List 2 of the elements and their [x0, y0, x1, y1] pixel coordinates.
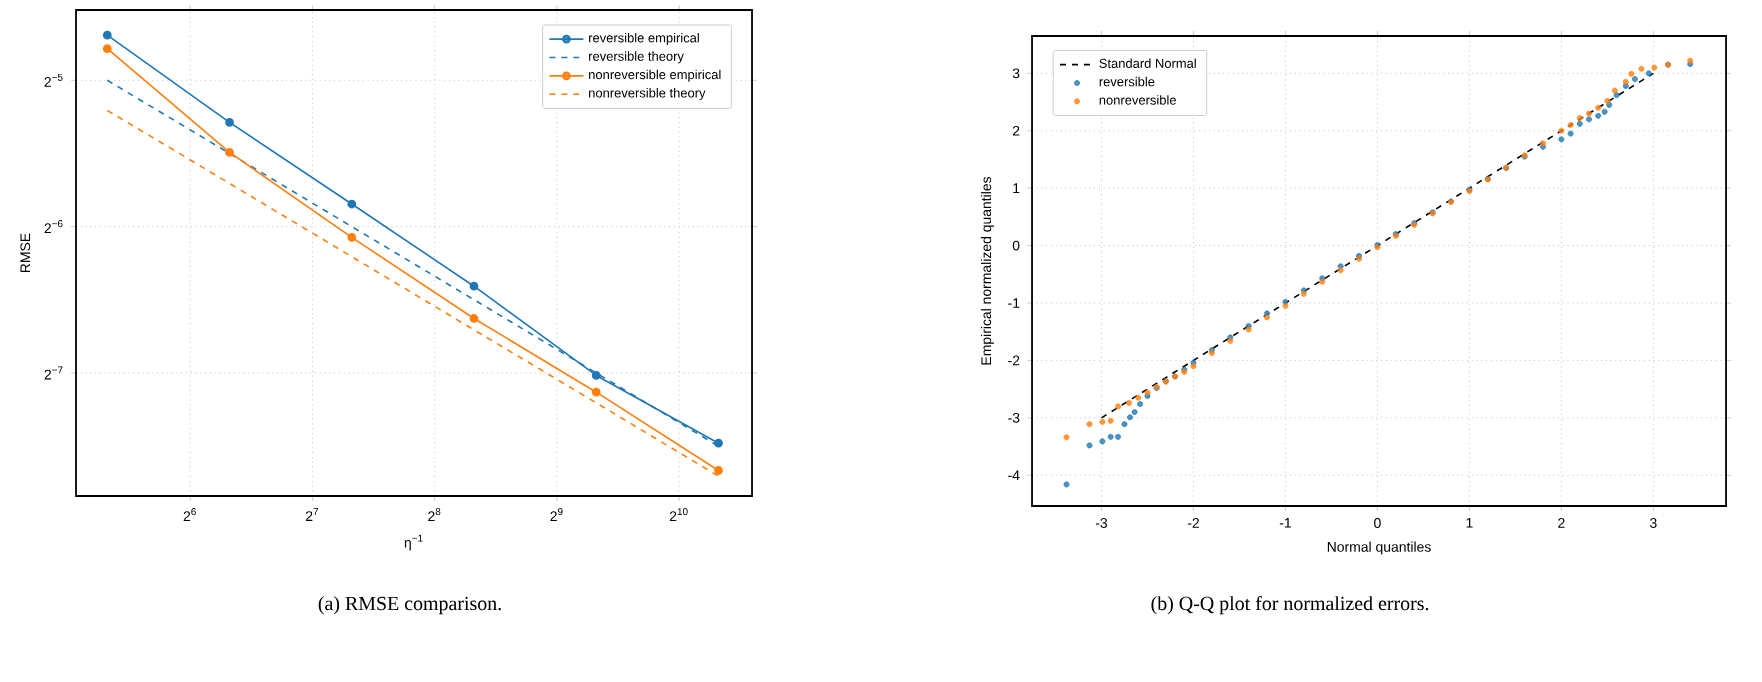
- text: (b) Q-Q plot for normalized errors.: [1151, 595, 1429, 615]
- text: (a) RMSE comparison.: [318, 596, 501, 615]
